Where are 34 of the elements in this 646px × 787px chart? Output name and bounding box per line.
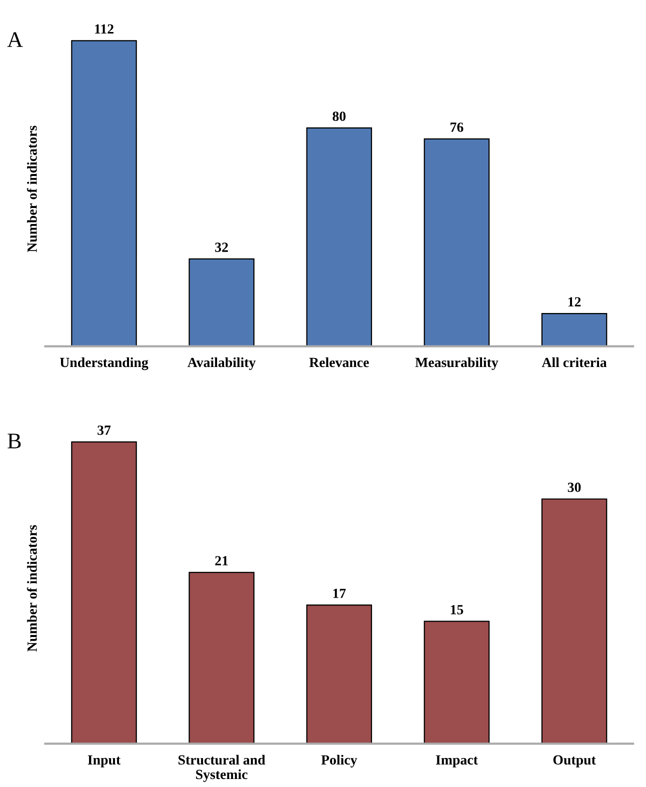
data-label: 21 — [215, 556, 228, 566]
x-tick-label: Output — [553, 755, 596, 768]
bar — [541, 312, 608, 346]
data-label: 76 — [450, 122, 464, 132]
x-tick-label: All criteria — [542, 357, 607, 368]
bar — [71, 40, 137, 346]
x-tick-label: Impact — [436, 755, 478, 768]
bar — [306, 604, 372, 744]
bar — [71, 441, 137, 744]
data-label: 17 — [333, 588, 346, 598]
data-label: 112 — [95, 24, 114, 34]
x-tick-label: Policy — [321, 754, 358, 768]
bar — [306, 127, 372, 346]
data-label: 80 — [332, 112, 346, 121]
data-label: 15 — [450, 605, 464, 614]
data-label: 37 — [98, 426, 111, 435]
x-tick-label: Input — [88, 755, 121, 768]
y-axis-title: Number of indicators — [26, 525, 37, 652]
chart-title: B — [8, 434, 21, 448]
x-tick-label: Relevance — [309, 357, 369, 368]
y-axis-title: Number of indicators — [26, 126, 37, 252]
bar — [188, 258, 254, 346]
bar — [424, 620, 490, 744]
x-tick-label: Structural and Systemic — [178, 754, 266, 782]
data-label: 30 — [568, 482, 581, 492]
bar — [424, 138, 490, 346]
x-tick-label: Understanding — [60, 357, 148, 370]
x-tick-label: Measurability — [415, 357, 498, 370]
data-label: 32 — [215, 242, 228, 252]
bar — [188, 572, 254, 744]
chart-title: A — [7, 32, 23, 47]
data-label: 12 — [568, 297, 581, 306]
bar — [541, 498, 608, 744]
x-tick-label: Availability — [188, 357, 256, 370]
